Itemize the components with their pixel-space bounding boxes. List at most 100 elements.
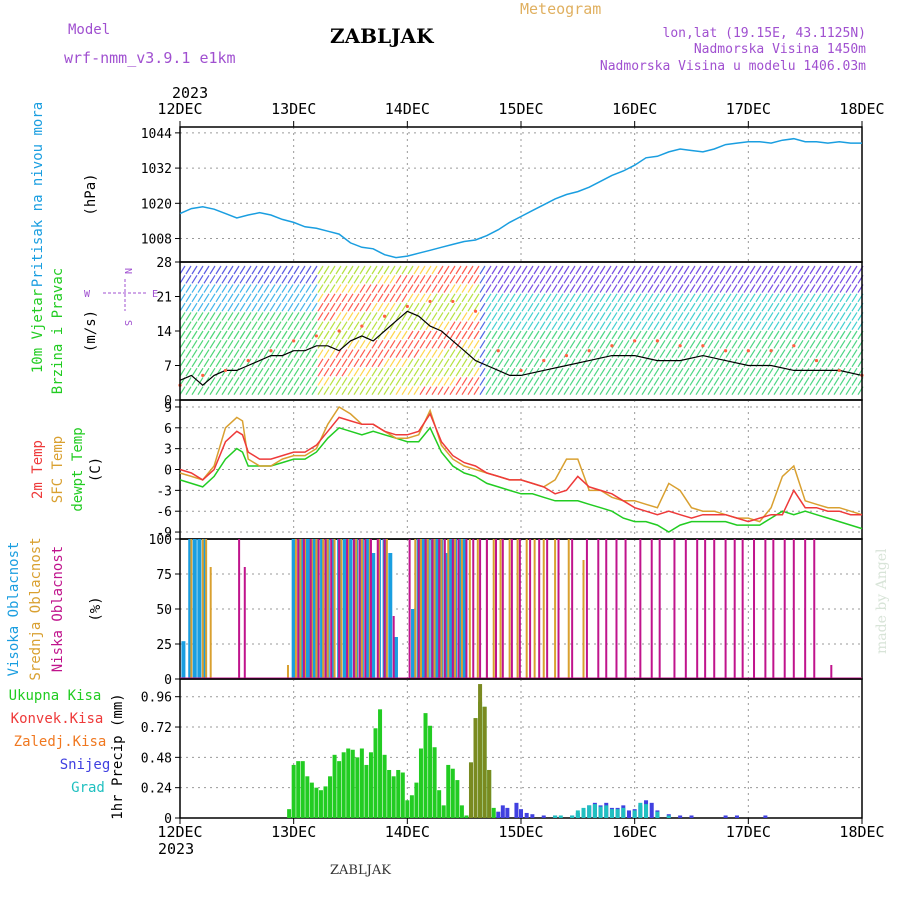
wind-barb: [329, 312, 336, 321]
wind-barb: [335, 339, 342, 349]
wind-barb: [317, 377, 324, 386]
wind-barb: [827, 284, 834, 293]
wind-gust-point: [746, 349, 750, 353]
pressure-ylabel: Pritisak na nivou mora: [30, 102, 46, 287]
cloud-bar: [347, 539, 350, 679]
wind-barb: [659, 302, 666, 312]
wind-barb: [407, 330, 414, 340]
wind-barb: [593, 312, 600, 321]
wind-barb: [677, 386, 684, 396]
wind-barb: [809, 312, 816, 321]
wind-barb: [233, 312, 240, 321]
wind-barb: [671, 367, 678, 377]
cloud-bar: [326, 539, 329, 679]
wind-barb: [275, 386, 282, 396]
wind-barb: [671, 302, 678, 312]
wind-barb: [587, 284, 594, 293]
wind-barb: [647, 330, 654, 340]
wind-barb: [851, 367, 858, 377]
wind-barb: [395, 349, 402, 358]
precip-bar: [500, 805, 505, 818]
wind-barb: [377, 321, 384, 331]
wind-barb: [263, 377, 270, 386]
wind-barb: [209, 386, 216, 396]
wind-barb: [425, 367, 432, 377]
wind-barb: [551, 330, 558, 340]
wind-gust-point: [269, 349, 273, 353]
wind-barb: [539, 321, 546, 331]
wind-barb: [677, 321, 684, 331]
wind-barb: [263, 349, 270, 358]
cloud-bar: [408, 539, 411, 679]
wind-barb: [461, 358, 468, 368]
wind-barb: [677, 265, 684, 275]
wind-barb: [221, 349, 228, 358]
temperature-ytick-label: 0: [164, 464, 172, 479]
wind-barb: [299, 274, 306, 284]
wind-barb: [503, 377, 510, 386]
wind-barb: [365, 358, 372, 368]
precip-bar: [323, 786, 328, 818]
wind-barb: [845, 293, 852, 303]
cloud-bar: [518, 539, 521, 679]
wind-barb: [425, 312, 432, 321]
wind-barb: [605, 377, 612, 386]
wind-barb: [347, 284, 354, 293]
wind-barb: [605, 367, 612, 377]
wind-barb: [251, 386, 258, 396]
wind-barb: [695, 349, 702, 358]
wind-barb: [803, 265, 810, 275]
cloud-bar: [554, 539, 557, 679]
wind-barb: [353, 321, 360, 331]
wind-barb: [755, 386, 762, 396]
wind-gust-point: [587, 349, 591, 353]
wind-barb: [845, 377, 852, 386]
wind-barb: [341, 349, 348, 358]
wind-barb: [425, 265, 432, 275]
wind-barb: [545, 321, 552, 331]
wind-barb: [779, 386, 786, 396]
wind-barb: [779, 265, 786, 275]
wind-barb: [605, 265, 612, 275]
cloud-bar: [510, 539, 513, 679]
wind-barb: [473, 330, 480, 340]
wind-barb: [569, 377, 576, 386]
wind-barb: [635, 330, 642, 340]
wind-barb: [335, 312, 342, 321]
wind-barb: [533, 377, 540, 386]
wind-barb: [377, 265, 384, 275]
cloud-bar: [297, 539, 302, 679]
wind-barb: [743, 312, 750, 321]
wind-barb: [305, 358, 312, 368]
temp-line-0: [179, 412, 862, 523]
wind-barb: [689, 386, 696, 396]
wind-barb: [635, 284, 642, 293]
wind-barb: [641, 284, 648, 293]
wind-barb: [701, 302, 708, 312]
wind-barb: [251, 330, 258, 340]
wind-barb: [611, 321, 618, 331]
wind-barb: [521, 274, 528, 284]
wind-barb: [473, 302, 480, 312]
wind-ytick-label: 7: [164, 360, 172, 375]
wind-barb: [839, 367, 846, 377]
wind-barb: [215, 330, 222, 340]
wind-barb: [845, 339, 852, 349]
wind-barb: [821, 302, 828, 312]
cloud-bar: [465, 539, 468, 679]
wind-barb: [341, 265, 348, 275]
wind-barb: [851, 377, 858, 386]
wind-barb: [515, 377, 522, 386]
wind-barb: [659, 330, 666, 340]
wind-barb: [401, 274, 408, 284]
cloud-bar: [369, 539, 372, 679]
wind-barb: [701, 293, 708, 303]
wind-barb: [359, 367, 366, 377]
cloud-bar: [340, 539, 343, 679]
wind-barb: [443, 293, 450, 303]
precip-bar: [414, 782, 419, 818]
wind-barb: [773, 265, 780, 275]
wind-barb: [533, 284, 540, 293]
cloud-bar: [538, 539, 541, 679]
wind-barb: [383, 321, 390, 331]
